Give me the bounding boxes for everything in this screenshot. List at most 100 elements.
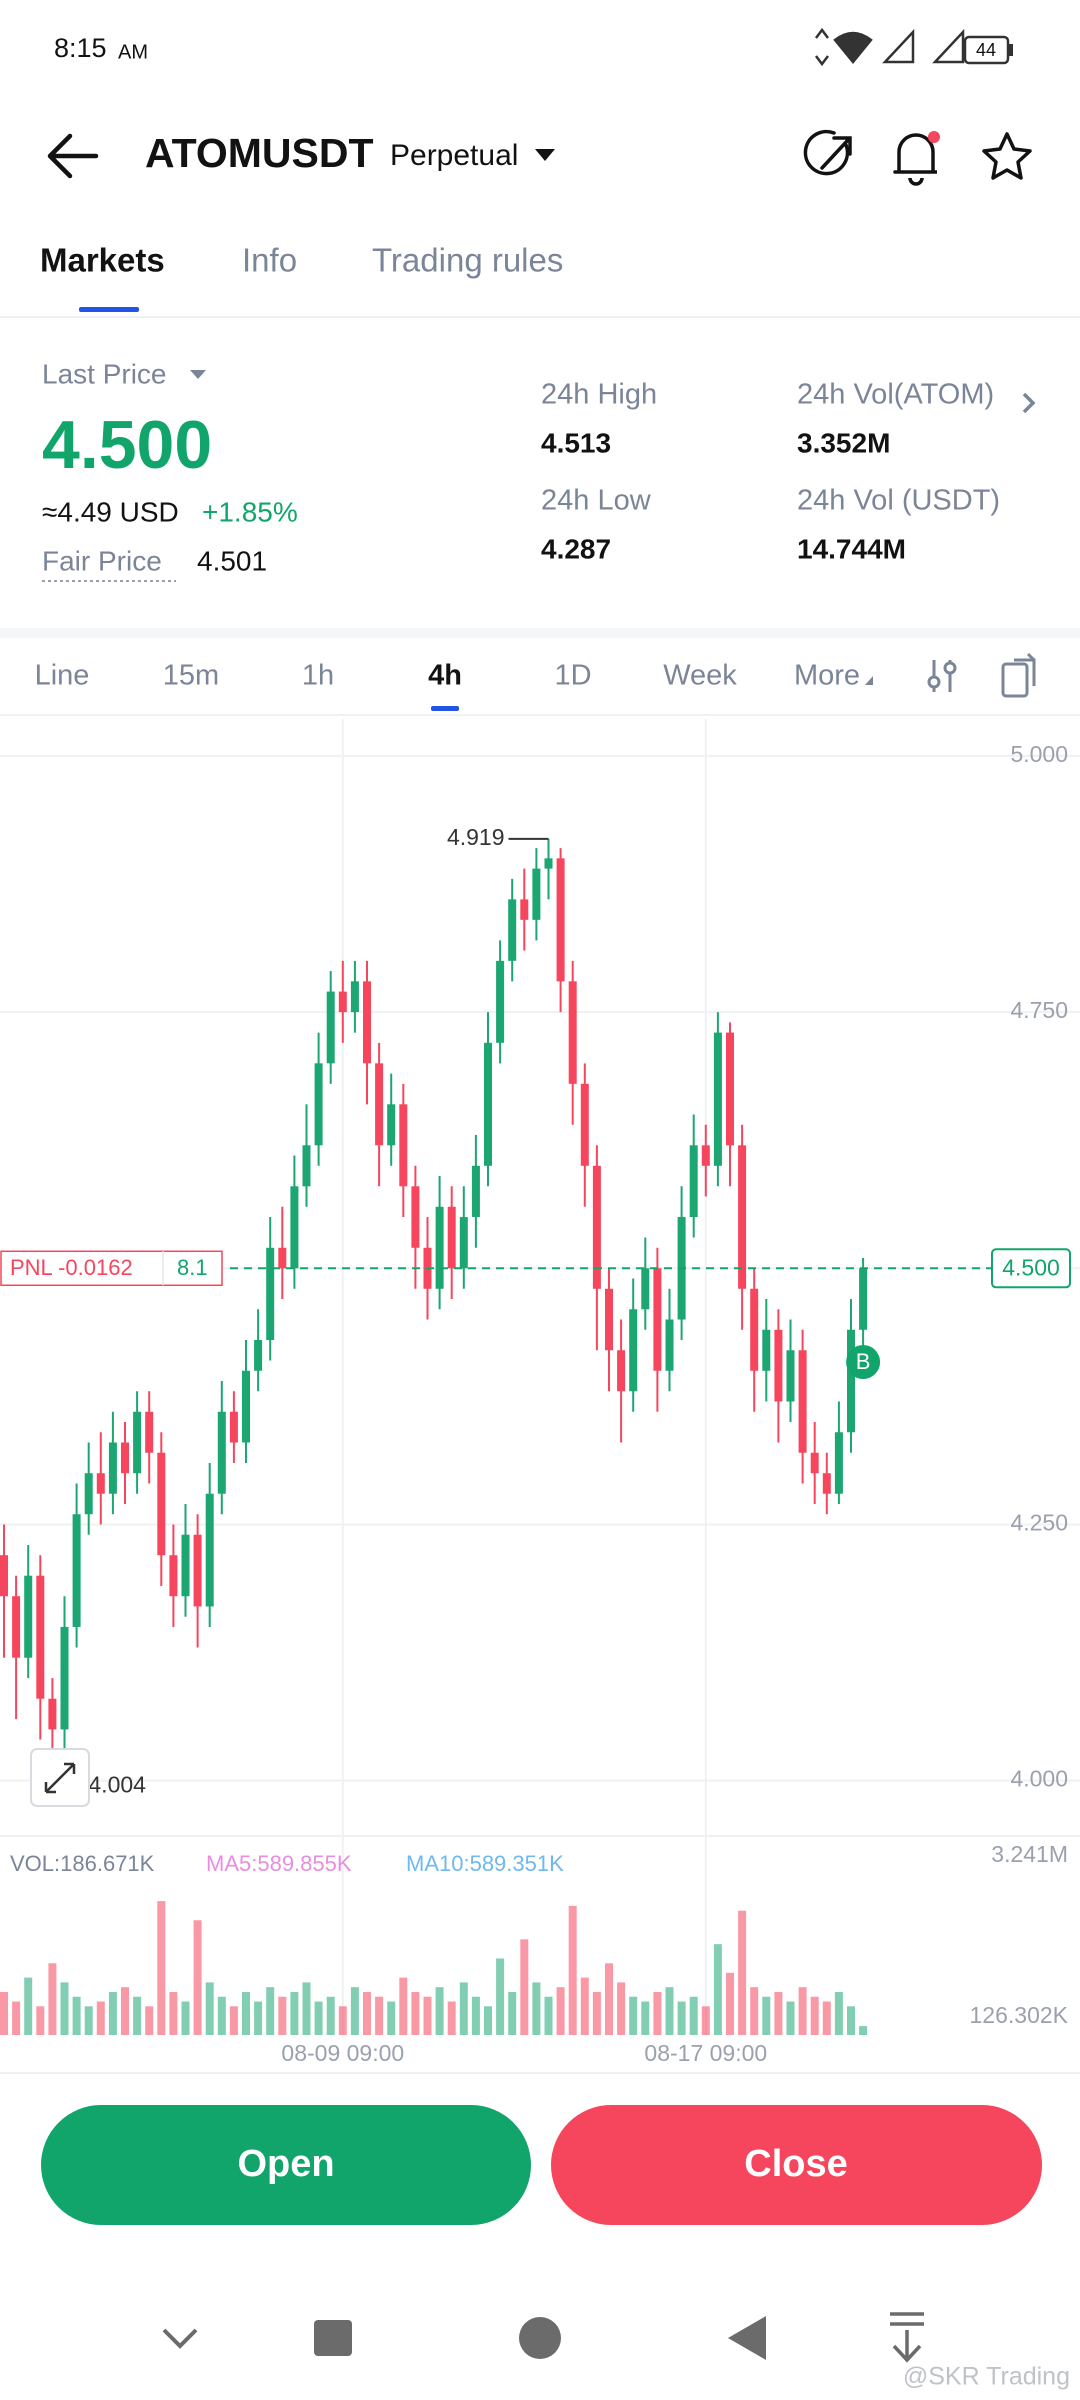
candle-body — [254, 1340, 263, 1371]
volume-bar — [701, 2006, 710, 2035]
divider — [0, 714, 1080, 716]
tab[interactable]: Info — [242, 242, 297, 279]
contract-dropdown[interactable] — [535, 149, 555, 161]
volume-bar — [24, 1977, 33, 2035]
back-button[interactable] — [47, 133, 99, 179]
candle-body — [60, 1626, 69, 1730]
candle-body — [0, 1555, 8, 1597]
candle-body — [108, 1442, 117, 1494]
volume-bar — [338, 2006, 347, 2035]
nav-home[interactable] — [519, 2317, 561, 2359]
stats-more[interactable] — [1022, 392, 1036, 414]
interval-option[interactable]: 4h — [428, 660, 462, 692]
close-button-bg[interactable] — [551, 2105, 1042, 2225]
candle-body — [568, 981, 577, 1084]
candle-body — [48, 1698, 57, 1730]
candle-body — [665, 1319, 674, 1371]
volume-bar — [302, 1982, 311, 2035]
volume-legend: VOL:186.671K — [10, 1851, 155, 1876]
open-button-bg[interactable] — [41, 2105, 531, 2225]
candle-body — [302, 1145, 311, 1187]
close-label[interactable]: Close — [744, 2143, 847, 2185]
last-price-dropdown[interactable] — [190, 370, 206, 379]
candle-body — [387, 1104, 396, 1146]
reset-zoom-icon[interactable] — [44, 1762, 76, 1794]
volume-bar — [689, 1996, 698, 2035]
candle-body — [181, 1534, 190, 1597]
chart-mode[interactable] — [1001, 652, 1036, 698]
nav-menu[interactable] — [890, 2312, 924, 2363]
favorite-button[interactable] — [982, 132, 1032, 180]
volume-bar — [847, 2006, 855, 2035]
nav-back[interactable] — [728, 2316, 766, 2360]
volume-bar — [605, 1963, 613, 2035]
interval-option[interactable]: 1h — [302, 660, 334, 692]
interval-option[interactable]: 1D — [554, 660, 591, 692]
candle-body — [508, 899, 517, 961]
candle-body — [580, 1083, 589, 1166]
volume-bar — [641, 2001, 650, 2035]
candle-body — [314, 1063, 323, 1146]
volume-bar — [36, 2006, 45, 2035]
volume-legend: MA10:589.351K — [406, 1851, 564, 1876]
share-button[interactable] — [803, 129, 852, 176]
position-tag[interactable] — [0, 1250, 223, 1287]
interval-option[interactable]: Line — [35, 660, 90, 692]
candle-body — [520, 899, 529, 920]
candle-body — [532, 868, 541, 920]
candle-body — [689, 1145, 698, 1218]
volume-bar — [0, 1991, 8, 2035]
status-time: 8:15 — [54, 33, 107, 63]
candle-body — [326, 991, 335, 1064]
candle-body — [24, 1575, 33, 1658]
battery-level: 44 — [976, 40, 996, 60]
stat-label: 24h Vol(ATOM) — [797, 379, 994, 411]
volume-bar — [677, 2001, 686, 2035]
interval-option[interactable]: Week — [663, 660, 737, 692]
tab[interactable]: Markets — [40, 242, 165, 279]
watermark: @SKR Trading — [903, 2363, 1070, 2391]
price-change: +1.85% — [202, 496, 298, 527]
volume-bar — [834, 1991, 843, 2035]
candle-body — [556, 858, 565, 982]
volume-bar — [12, 2001, 21, 2035]
volume-bar — [363, 1991, 371, 2035]
volume-bar — [532, 1982, 541, 2035]
y-tick-label: 5.000 — [1010, 741, 1068, 767]
open-button[interactable]: Open — [41, 2105, 531, 2225]
tab[interactable]: Trading rules — [372, 242, 563, 279]
tab-indicator — [79, 307, 139, 312]
stat-label: 24h Low — [541, 485, 652, 517]
candle-body — [12, 1596, 21, 1658]
close-button[interactable]: Close — [551, 2105, 1042, 2225]
interval-option[interactable]: More — [794, 660, 860, 692]
fair-price-label[interactable]: Fair Price — [42, 545, 162, 576]
usd-equivalent: ≈4.49 USD — [42, 496, 179, 527]
alert-button[interactable] — [893, 131, 940, 186]
interval-bar: Line 15m 1h 4h 1D Week More — [35, 660, 860, 711]
volume-bar — [278, 1996, 287, 2035]
current-price-box — [991, 1248, 1071, 1289]
position-quantity: 8.1 — [177, 1255, 208, 1280]
candle-body — [774, 1329, 783, 1402]
candle-body — [592, 1165, 601, 1289]
volume-bar — [181, 2001, 190, 2035]
symbol[interactable]: ATOMUSDT — [145, 130, 374, 176]
last-price: 4.500 — [42, 407, 212, 483]
nav-hide[interactable] — [162, 2328, 198, 2349]
nav-recents[interactable] — [314, 2320, 352, 2356]
last-price-label[interactable]: Last Price — [42, 358, 167, 389]
contract-type[interactable]: Perpetual — [390, 139, 518, 172]
candle-body — [145, 1411, 154, 1453]
candle-body — [653, 1268, 662, 1371]
interval-option[interactable]: 15m — [163, 660, 219, 692]
more-dropdown[interactable] — [865, 676, 873, 685]
indicator-settings[interactable] — [927, 660, 957, 692]
nav-bar — [162, 2312, 924, 2363]
candle-body — [786, 1350, 795, 1402]
volume-bar — [471, 1996, 480, 2035]
open-label[interactable]: Open — [237, 2143, 334, 2185]
candle-body — [350, 981, 359, 1013]
